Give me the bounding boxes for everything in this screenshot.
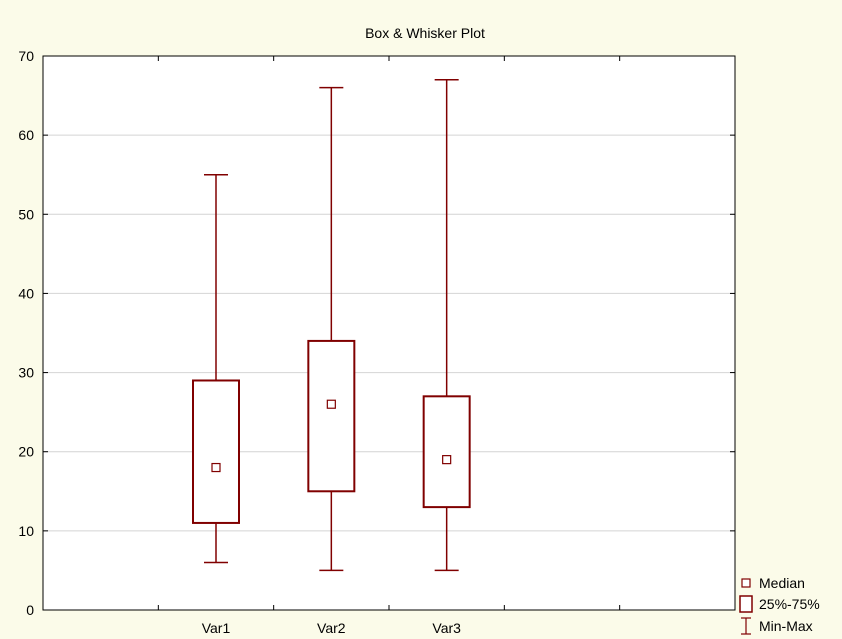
y-tick-label: 40 [18,285,34,301]
chart-title: Box & Whisker Plot [365,25,485,41]
x-tick-label: Var2 [317,620,346,636]
iqr-box [192,379,240,524]
iqr-box [307,339,356,493]
median-legend-icon [741,578,751,588]
legend-label: 25%-75% [759,596,820,612]
median-marker [326,399,336,409]
x-tick-label: Var3 [432,620,461,636]
gridlines [43,134,735,532]
y-tick-label: 10 [18,523,34,539]
y-tick-label: 20 [18,444,34,460]
median-marker [211,462,221,473]
x-tick-label: Var1 [202,620,231,636]
iqr-box [422,395,471,509]
legend-label: Min-Max [759,618,813,634]
plot-area [43,56,735,610]
median-marker [442,455,452,465]
y-tick-label: 70 [18,48,34,64]
y-tick-label: 30 [18,365,34,381]
box-var2 [307,86,356,572]
y-tick-label: 60 [18,127,34,143]
legend: Median 25%-75% Min-Max [739,575,820,635]
iqr-legend-icon [739,595,753,613]
box-var1 [192,173,240,564]
y-tick-label: 0 [26,602,34,618]
legend-label: Median [759,575,805,591]
y-tick-label: 50 [18,206,34,222]
y-axis: 0 10 20 30 40 50 60 70 [18,48,735,618]
x-axis: Var1 Var2 Var3 [157,56,621,636]
box-var3 [422,78,471,572]
box-series [192,78,471,572]
